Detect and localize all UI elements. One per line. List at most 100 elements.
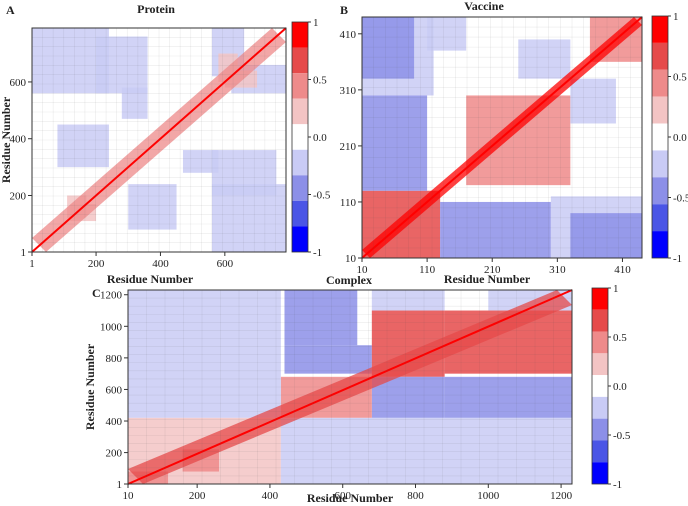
y-tick-label: 1 xyxy=(117,479,123,491)
colorbar-tick-label: 0.5 xyxy=(613,332,627,344)
colorbar-tick-label: -0.5 xyxy=(613,430,631,442)
y-tick-label: 1000 xyxy=(100,321,123,333)
panel-a-y-ticks: 1 200 400 600 xyxy=(10,77,32,259)
panel-c-colorbar: 1 0.5 0.0 -0.5 -1 xyxy=(591,283,631,491)
colorbar-segment xyxy=(592,440,608,463)
colorbar-tick-label: 1 xyxy=(673,11,679,23)
panel-a-title: Protein xyxy=(137,2,175,16)
y-tick-label: 310 xyxy=(340,85,357,97)
colorbar-segment xyxy=(592,375,608,397)
panel-b-label: B xyxy=(340,3,348,17)
x-tick-label: 310 xyxy=(549,264,566,276)
colorbar-segment xyxy=(292,124,308,150)
panel-c-label: C xyxy=(92,286,101,300)
panel-b-xlabel: Residue Number xyxy=(444,272,531,286)
colorbar-segment xyxy=(652,16,668,43)
panel-c: C Complex 10 200 400 600 800 1000 1200 1200400… xyxy=(83,273,631,505)
panel-a-xlabel: Residue Number xyxy=(107,272,194,286)
panel-b-colorbar: 1 0.5 0.0 -0.5 -1 xyxy=(651,11,688,265)
correlation-block xyxy=(518,39,571,79)
colorbar-segment xyxy=(592,396,608,419)
panel-b-frame xyxy=(361,16,643,259)
colorbar-tick-label: -1 xyxy=(673,253,682,265)
panel-c-title: Complex xyxy=(326,273,372,287)
panel-a: A Protein 1 200 400 600 1 200 400 600 Residue … xyxy=(0,2,331,286)
colorbar-segment xyxy=(292,98,308,125)
colorbar-segment xyxy=(592,288,608,310)
colorbar-segment xyxy=(652,96,668,124)
correlation-block xyxy=(280,417,572,484)
colorbar-segment xyxy=(652,150,668,178)
y-tick-label: 410 xyxy=(340,29,357,41)
correlation-block xyxy=(182,150,219,173)
colorbar-segment xyxy=(652,204,668,232)
colorbar-segment xyxy=(592,331,608,354)
colorbar-tick-label: 0.0 xyxy=(613,381,627,393)
colorbar-tick-label: -0.5 xyxy=(673,193,688,205)
x-tick-label: 600 xyxy=(217,258,234,270)
diagonal-line xyxy=(31,27,287,253)
x-tick-label: 600 xyxy=(334,490,351,502)
correlation-block xyxy=(570,78,616,124)
correlation-block xyxy=(211,150,277,196)
correlation-block xyxy=(427,17,467,51)
y-tick-label: 10 xyxy=(345,253,357,265)
colorbar-segment xyxy=(292,226,308,252)
colorbar-segment xyxy=(292,73,308,99)
colorbar-tick-label: -1 xyxy=(613,479,622,491)
correlation-block xyxy=(444,376,572,418)
colorbar-tick-label: 0.5 xyxy=(313,75,327,87)
correlation-block xyxy=(284,290,358,346)
correlation-block xyxy=(121,87,148,119)
correlation-block xyxy=(371,376,445,418)
y-tick-label: 110 xyxy=(340,197,357,209)
panel-c-xlabel: Residue Number xyxy=(307,491,394,505)
diagonal-line xyxy=(361,16,643,259)
correlation-block xyxy=(371,290,445,311)
diagonal-line xyxy=(127,289,573,485)
panel-a-colorbar: 1 0.5 0.0 -0.5 -1 xyxy=(291,17,331,259)
x-tick-label: 200 xyxy=(189,490,206,502)
colorbar-segment xyxy=(652,123,668,151)
colorbar-segment xyxy=(292,22,308,48)
x-tick-label: 1200 xyxy=(550,490,573,502)
correlation-block xyxy=(284,345,372,374)
y-tick-label: 400 xyxy=(106,416,123,428)
y-tick-label: 1 xyxy=(21,247,27,259)
panel-b-title: Vaccine xyxy=(464,0,504,13)
x-tick-label: 400 xyxy=(152,258,169,270)
colorbar-segment xyxy=(592,418,608,441)
colorbar-segment xyxy=(652,177,668,205)
y-tick-label: 800 xyxy=(106,353,123,365)
y-tick-label: 1200 xyxy=(100,290,123,302)
x-tick-label: 1000 xyxy=(477,490,500,502)
colorbar-segment xyxy=(292,175,308,201)
colorbar-segment xyxy=(592,309,608,332)
x-tick-label: 400 xyxy=(262,490,279,502)
panel-a-label: A xyxy=(6,3,15,17)
y-tick-label: 600 xyxy=(10,77,27,89)
y-tick-label: 600 xyxy=(106,384,123,396)
y-tick-label: 400 xyxy=(10,134,27,146)
y-tick-label: 200 xyxy=(106,448,123,460)
correlation-block xyxy=(466,95,571,186)
panel-a-frame xyxy=(31,27,287,253)
correlation-block xyxy=(128,290,281,418)
panel-c-frame xyxy=(127,289,573,485)
x-tick-label: 10 xyxy=(123,490,135,502)
colorbar-segment xyxy=(292,200,308,227)
correlation-block xyxy=(440,201,551,258)
correlation-block xyxy=(128,184,177,230)
colorbar-tick-label: 0.0 xyxy=(313,132,327,144)
colorbar-segment xyxy=(652,231,668,258)
colorbar-segment xyxy=(652,69,668,97)
x-tick-label: 110 xyxy=(419,264,436,276)
panel-c-x-ticks: 10 200 400 600 800 1000 1200 xyxy=(123,484,573,502)
x-tick-label: 1 xyxy=(29,258,35,270)
colorbar-tick-label: 1 xyxy=(613,283,619,295)
colorbar-tick-label: 1 xyxy=(313,17,319,29)
colorbar-segment xyxy=(592,462,608,484)
